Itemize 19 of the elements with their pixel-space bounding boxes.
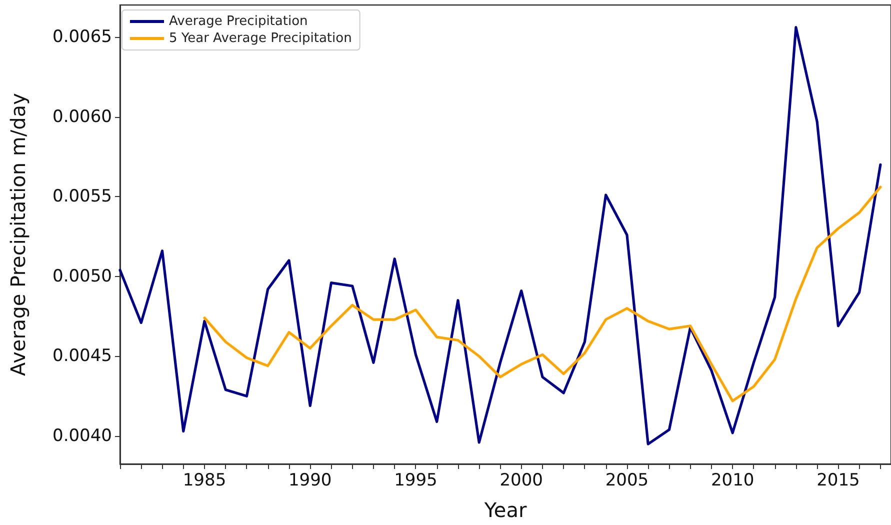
x-tick-label: 2000 [500,470,543,490]
legend-label: Average Precipitation [169,14,308,29]
y-tick-label: 0.0065 [52,26,112,47]
y-tick-label: 0.0060 [52,106,112,127]
x-tick-label: 1985 [182,470,226,490]
y-tick-label: 0.0055 [52,186,112,207]
legend-label: 5 Year Average Precipitation [169,31,352,46]
y-tick-label: 0.0050 [52,266,112,286]
line-series [118,26,882,446]
x-axis-title: Year [483,498,528,522]
x-tick-label: 1995 [394,470,438,490]
x-tick-label: 2015 [816,470,860,490]
x-tick-label: 2005 [605,470,649,490]
x-tick-label: 1990 [288,470,332,490]
line-series [203,186,882,402]
y-axis-title: Average Precipitation m/day [6,92,30,376]
x-tick-label: 2010 [710,470,754,490]
y-tick-label: 0.0045 [52,346,112,366]
y-tick-label: 0.0040 [52,426,112,446]
